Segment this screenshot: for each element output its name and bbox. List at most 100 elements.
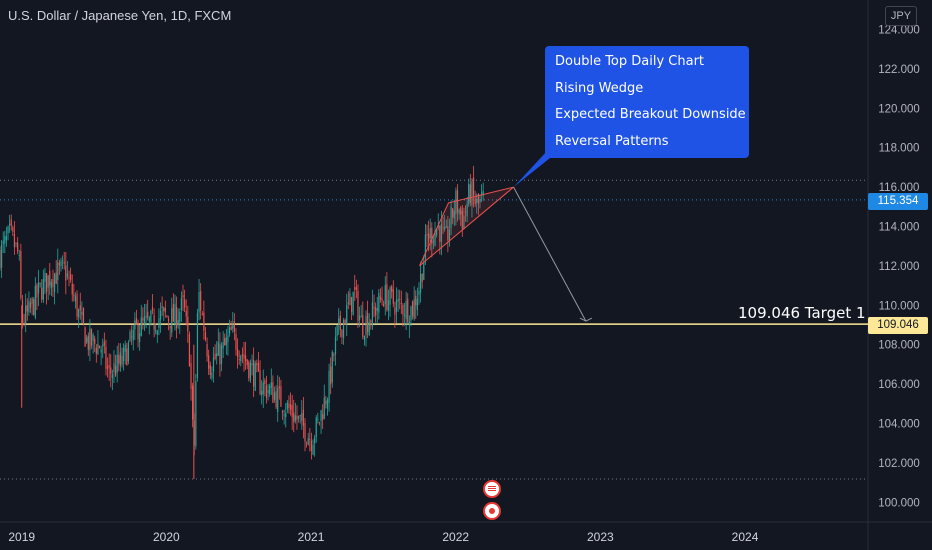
- candle-body: [45, 273, 48, 292]
- candle-body: [177, 319, 179, 325]
- candle-body: [460, 207, 462, 215]
- candle-body: [53, 274, 56, 292]
- candle-body: [74, 296, 77, 302]
- candle-body: [381, 298, 383, 301]
- candle-body: [1, 244, 3, 268]
- candle-body: [21, 299, 24, 323]
- candle-body: [330, 366, 332, 385]
- candle-body: [378, 292, 380, 313]
- candle-body: [71, 283, 73, 295]
- candle-body: [480, 192, 483, 194]
- candle-body: [254, 363, 256, 391]
- candle-body: [354, 287, 356, 290]
- candle-body: [47, 275, 49, 288]
- candle-body: [113, 363, 115, 373]
- candle-body: [283, 414, 285, 416]
- candle-body: [108, 365, 110, 368]
- candle-body: [60, 260, 62, 266]
- candle-body: [288, 403, 290, 409]
- currency-badge[interactable]: JPY: [885, 6, 917, 26]
- candle-body: [142, 318, 144, 321]
- candle-body: [179, 311, 181, 322]
- us-flag-icon[interactable]: [483, 480, 501, 498]
- candle-body: [214, 353, 216, 359]
- candle-body: [204, 332, 207, 340]
- candle-body: [344, 319, 346, 325]
- target-price-tag: 109.046: [868, 317, 928, 334]
- candle-body: [98, 345, 101, 349]
- y-tick-label: 102.000: [878, 458, 920, 470]
- candle-body: [439, 225, 441, 243]
- candle-body: [195, 380, 197, 447]
- candle-body: [4, 236, 6, 244]
- candle-body: [453, 210, 455, 219]
- candle-body: [110, 367, 112, 374]
- candle-body: [309, 439, 311, 441]
- candle-body: [246, 359, 248, 366]
- projection-arrow: [513, 186, 587, 322]
- candle-body: [421, 273, 423, 283]
- candle-body: [166, 315, 168, 317]
- target-dot-icon[interactable]: [483, 502, 501, 520]
- candle-body: [323, 397, 325, 419]
- annotation-line-1: Double Top Daily Chart: [555, 54, 705, 69]
- candle-body: [448, 229, 451, 240]
- candle-body: [87, 335, 89, 350]
- candle-body: [391, 286, 393, 292]
- candle-body: [36, 284, 38, 298]
- candle-body: [174, 303, 176, 325]
- candle-body: [86, 337, 88, 343]
- candle-body: [431, 227, 433, 245]
- candle-body: [468, 183, 470, 205]
- candle-body: [198, 291, 200, 313]
- candle-body: [440, 223, 443, 242]
- candle-body: [322, 414, 324, 420]
- candle-body: [167, 318, 170, 322]
- candle-body: [187, 316, 189, 332]
- candle-body: [116, 354, 118, 373]
- candle-body: [350, 297, 353, 313]
- candle-body: [432, 240, 435, 242]
- annotation-box[interactable]: Double Top Daily Chart Rising Wedge Expe…: [545, 46, 749, 158]
- candle-body: [270, 382, 272, 388]
- candle-body: [429, 228, 431, 239]
- candle-body: [379, 296, 382, 300]
- candle-body: [245, 355, 247, 361]
- candle-body: [151, 307, 154, 311]
- candle-body: [339, 315, 341, 331]
- candle-body: [217, 342, 219, 356]
- candle-body: [442, 226, 444, 228]
- candle-body: [357, 291, 359, 321]
- candle-body: [211, 372, 213, 378]
- candle-body: [253, 360, 255, 387]
- y-tick-label: 106.000: [878, 379, 920, 391]
- candle-body: [320, 410, 322, 421]
- candle-body: [249, 363, 252, 381]
- symbol-title[interactable]: U.S. Dollar / Japanese Yen, 1D, FXCM: [8, 8, 232, 23]
- candle-body: [262, 382, 264, 395]
- candle-body: [185, 310, 187, 317]
- candle-body: [423, 261, 425, 280]
- candle-body: [62, 260, 64, 262]
- y-tick-label: 114.000: [879, 222, 920, 234]
- candle-body: [97, 343, 99, 354]
- candle-body: [225, 337, 227, 346]
- candle-body: [273, 392, 276, 400]
- candle-body: [7, 226, 9, 234]
- candle-body: [23, 322, 25, 324]
- candle-body: [370, 320, 372, 322]
- candle-body: [0, 249, 1, 268]
- candle-body: [389, 287, 391, 305]
- candle-body: [171, 308, 173, 333]
- candle-body: [169, 325, 171, 329]
- candle-body: [224, 337, 226, 346]
- candle-body: [315, 417, 317, 438]
- candle-body: [403, 314, 406, 317]
- candle-body: [123, 347, 125, 362]
- candle-body: [416, 299, 418, 310]
- candle-body: [278, 386, 280, 389]
- candle-body: [50, 281, 52, 289]
- candle-body: [333, 354, 335, 356]
- candle-body: [25, 305, 27, 324]
